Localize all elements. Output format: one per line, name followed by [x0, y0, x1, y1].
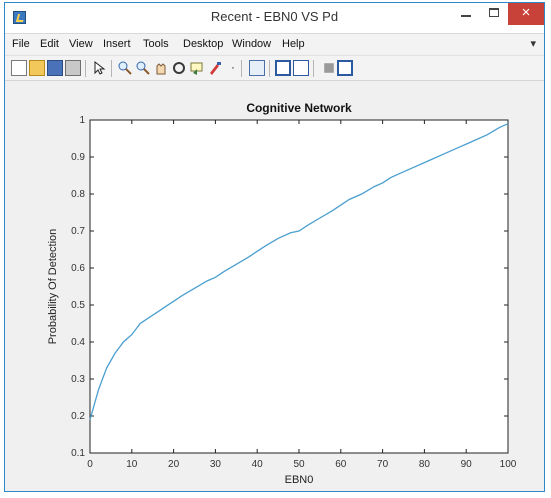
- save-icon[interactable]: [47, 60, 63, 76]
- menu-help[interactable]: Help: [282, 38, 305, 50]
- y-tick-label: 1: [79, 115, 85, 126]
- matlab-figure-icon: [13, 11, 26, 24]
- minimize-button[interactable]: [454, 3, 478, 25]
- y-axis-label: Probability Of Detection: [47, 229, 59, 345]
- open-file-icon[interactable]: [29, 60, 45, 76]
- axis-ticks: 0 10 20 30 40 50 60 70 80 90 100 0.1 0.2 0.3 0.4 0.5 0.6…: [71, 115, 517, 470]
- brush-icon[interactable]: [207, 60, 223, 76]
- series-line: [89, 123, 509, 420]
- maximize-button[interactable]: [482, 3, 506, 25]
- link-plot-icon[interactable]: [249, 60, 265, 76]
- pan-icon[interactable]: [153, 60, 169, 76]
- colorbar-icon[interactable]: [275, 60, 291, 76]
- zoom-in-icon[interactable]: [117, 60, 133, 76]
- y-tick-label: 0.5: [71, 300, 85, 311]
- plot-area: 0 10 20 30 40 50 60 70 80 90 100 0.1 0.2 0.3 0.4 0.5 0.6…: [10, 81, 540, 488]
- menu-bar: File Edit View Insert Tools Desktop Wind…: [5, 34, 544, 54]
- x-tick-label: 20: [168, 459, 180, 470]
- y-tick-label: 0.4: [71, 337, 85, 348]
- y-tick-label: 0.6: [71, 263, 85, 274]
- y-tick-label: 0.7: [71, 226, 85, 237]
- new-figure-icon[interactable]: [11, 60, 27, 76]
- toolbar-separator: [241, 60, 242, 77]
- x-tick-label: 50: [293, 459, 305, 470]
- y-tick-label: 0.8: [71, 189, 85, 200]
- toolbar-separator: [111, 60, 112, 77]
- menu-file[interactable]: File: [12, 38, 30, 50]
- menu-tools[interactable]: Tools: [143, 38, 169, 50]
- window-title: Recent - EBN0 VS Pd: [210, 9, 339, 24]
- legend-icon[interactable]: [293, 60, 309, 76]
- data-cursor-icon[interactable]: [189, 60, 205, 76]
- zoom-out-icon[interactable]: [135, 60, 151, 76]
- x-tick-label: 10: [126, 459, 138, 470]
- y-tick-label: 0.2: [71, 411, 85, 422]
- toolbar-separator: [85, 60, 86, 77]
- brush-dropdown-icon[interactable]: ·: [231, 62, 235, 74]
- hide-plot-tools-icon[interactable]: [324, 63, 334, 73]
- rotate-3d-icon[interactable]: [171, 60, 187, 76]
- chart-svg: 0 10 20 30 40 50 60 70 80 90 100 0.1 0.2 0.3 0.4 0.5 0.6…: [47, 101, 517, 486]
- menu-overflow-icon[interactable]: ▾: [530, 38, 536, 50]
- menu-edit[interactable]: Edit: [40, 38, 59, 50]
- x-axis-label: EBN0: [285, 474, 314, 486]
- x-tick-label: 30: [210, 459, 222, 470]
- print-icon[interactable]: [65, 60, 81, 76]
- figure-window: Recent - EBN0 VS Pd × File Edit View Ins…: [4, 2, 545, 492]
- menu-view[interactable]: View: [69, 38, 93, 50]
- menu-insert[interactable]: Insert: [103, 38, 131, 50]
- y-tick-label: 0.9: [71, 152, 85, 163]
- figure-toolbar: ·: [5, 55, 544, 81]
- close-button[interactable]: ×: [508, 3, 544, 25]
- y-tick-label: 0.1: [71, 448, 85, 459]
- show-plot-tools-icon[interactable]: [337, 60, 353, 76]
- x-tick-label: 60: [335, 459, 347, 470]
- select-arrow-icon[interactable]: [91, 60, 107, 76]
- axes-box: [89, 119, 509, 454]
- toolbar-separator: [313, 60, 314, 77]
- menu-window[interactable]: Window: [232, 38, 272, 50]
- x-tick-label: 90: [461, 459, 473, 470]
- x-tick-label: 80: [419, 459, 431, 470]
- y-tick-label: 0.3: [71, 374, 85, 385]
- x-tick-label: 40: [252, 459, 264, 470]
- x-tick-label: 70: [377, 459, 389, 470]
- toolbar-separator: [269, 60, 270, 77]
- x-tick-label: 0: [87, 459, 93, 470]
- x-tick-label: 100: [500, 459, 517, 470]
- title-bar[interactable]: Recent - EBN0 VS Pd ×: [5, 3, 544, 34]
- menu-desktop[interactable]: Desktop: [183, 38, 224, 50]
- chart-title: Cognitive Network: [246, 101, 352, 115]
